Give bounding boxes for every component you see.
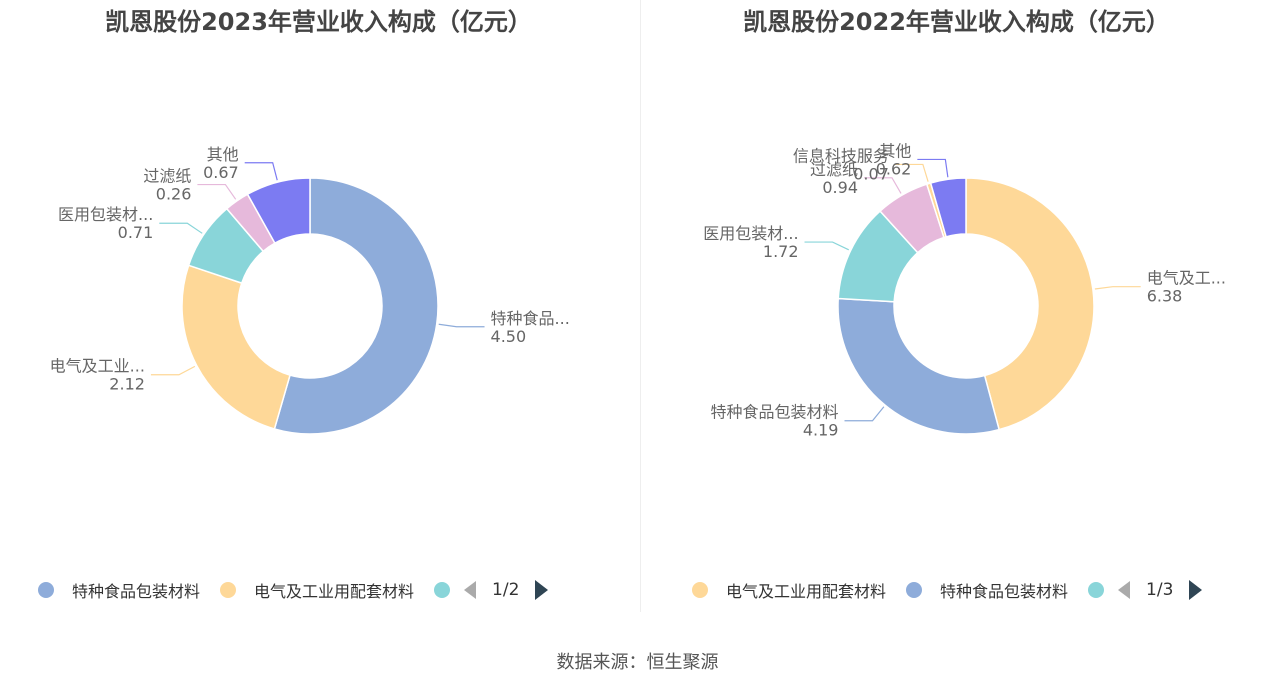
donut-slice[interactable] bbox=[273, 177, 439, 435]
legend-item[interactable] bbox=[434, 582, 464, 598]
legend-pager: 1/2 bbox=[464, 580, 549, 600]
slice-value-label: 0.71 bbox=[118, 223, 154, 242]
slice-value-label: 1.72 bbox=[763, 242, 799, 261]
slice-value-label: 4.50 bbox=[491, 327, 527, 346]
slice-label: 其他 bbox=[207, 145, 239, 164]
chart-panel-2022: 凯恩股份2022年营业收入构成（亿元） 电气及工... 6.38 特种食品包装材料 4… bbox=[638, 0, 1275, 612]
legend-label: 电气及工业用配套材料 bbox=[254, 582, 415, 601]
label-leader-line bbox=[159, 222, 203, 234]
chart-legend: 特种食品包装材料 电气及工业用配套材料 1/2 bbox=[38, 574, 549, 606]
slice-label: 医用包装材... bbox=[58, 205, 153, 224]
label-leader-line bbox=[917, 158, 949, 178]
donut-slice[interactable] bbox=[965, 177, 1095, 431]
slice-value-label: 2.12 bbox=[109, 375, 145, 394]
legend-label: 特种食品包装材料 bbox=[72, 582, 201, 601]
label-leader-line bbox=[244, 162, 278, 181]
legend-prev-icon[interactable] bbox=[464, 581, 477, 599]
legend-pager: 1/3 bbox=[1118, 580, 1203, 600]
legend-dot bbox=[1088, 582, 1105, 598]
panel-divider bbox=[640, 0, 641, 612]
slice-label: 特种食品... bbox=[491, 309, 570, 328]
donut-slice[interactable] bbox=[181, 264, 291, 430]
donut-slice[interactable] bbox=[837, 297, 1001, 435]
slice-value-label: 0.26 bbox=[156, 185, 192, 204]
legend-label: 电气及工业用配套材料 bbox=[726, 582, 887, 601]
legend-dot bbox=[220, 582, 237, 598]
legend-dot bbox=[38, 582, 54, 598]
legend-dot bbox=[906, 582, 923, 598]
slice-label: 其他 bbox=[879, 141, 911, 160]
label-leader-line bbox=[197, 183, 237, 200]
chart-panel-2023: 凯恩股份2023年营业收入构成（亿元） 特种食品... 4.50 电气及工业... 2… bbox=[0, 0, 637, 612]
legend-label: 特种食品包装材料 bbox=[940, 582, 1069, 601]
slice-label: 过滤纸 bbox=[810, 160, 858, 179]
legend-next-icon[interactable] bbox=[535, 580, 549, 600]
slice-label: 信息科技服务 bbox=[793, 146, 889, 165]
legend-item[interactable] bbox=[1088, 582, 1118, 598]
label-leader-line bbox=[894, 163, 929, 182]
slice-label: 医用包装材... bbox=[703, 224, 798, 243]
legend-dot bbox=[692, 582, 708, 598]
legend-item[interactable]: 电气及工业用配套材料 bbox=[220, 578, 414, 602]
slice-value-label: 6.38 bbox=[1147, 287, 1183, 306]
legend-item[interactable]: 特种食品包装材料 bbox=[906, 578, 1068, 602]
slice-value-label: 4.19 bbox=[803, 421, 839, 440]
slice-label: 电气及工... bbox=[1147, 269, 1226, 288]
label-leader-line bbox=[844, 406, 885, 422]
label-leader-line bbox=[1094, 286, 1141, 290]
chart-title: 凯恩股份2023年营业收入构成（亿元） bbox=[105, 8, 532, 36]
label-leader-line bbox=[804, 241, 850, 251]
legend-page-indicator: 1/3 bbox=[1146, 580, 1174, 600]
chart-title: 凯恩股份2022年营业收入构成（亿元） bbox=[743, 8, 1170, 36]
donut-chart-2023: 特种食品...4.50电气及工业...2.12医用包装材...0.71过滤纸0.… bbox=[50, 145, 570, 435]
legend-next-icon[interactable] bbox=[1189, 580, 1203, 600]
slice-value-label: 0.07 bbox=[853, 164, 889, 183]
legend-item[interactable]: 特种食品包装材料 bbox=[38, 578, 200, 602]
chart-legend: 电气及工业用配套材料 特种食品包装材料 1/3 bbox=[692, 574, 1203, 606]
slice-label: 电气及工业... bbox=[50, 357, 145, 376]
label-leader-line bbox=[150, 365, 196, 376]
slice-label: 特种食品包装材料 bbox=[710, 403, 838, 422]
slice-value-label: 0.67 bbox=[203, 163, 239, 182]
donut-slice[interactable] bbox=[246, 177, 311, 245]
label-leader-line bbox=[864, 177, 902, 194]
donut-chart-2022: 电气及工...6.38特种食品包装材料4.19医用包装材...1.72过滤纸0.… bbox=[703, 141, 1226, 440]
legend-page-indicator: 1/2 bbox=[492, 580, 520, 600]
legend-dot bbox=[434, 582, 451, 598]
label-leader-line bbox=[438, 323, 485, 328]
slice-value-label: 0.62 bbox=[876, 159, 912, 178]
data-source: 数据来源：恒生聚源 bbox=[556, 652, 719, 673]
legend-prev-icon[interactable] bbox=[1118, 581, 1131, 599]
slice-value-label: 0.94 bbox=[822, 178, 858, 197]
donut-slice[interactable] bbox=[929, 177, 967, 238]
slice-label: 过滤纸 bbox=[143, 167, 191, 186]
legend-item[interactable]: 电气及工业用配套材料 bbox=[692, 578, 886, 602]
